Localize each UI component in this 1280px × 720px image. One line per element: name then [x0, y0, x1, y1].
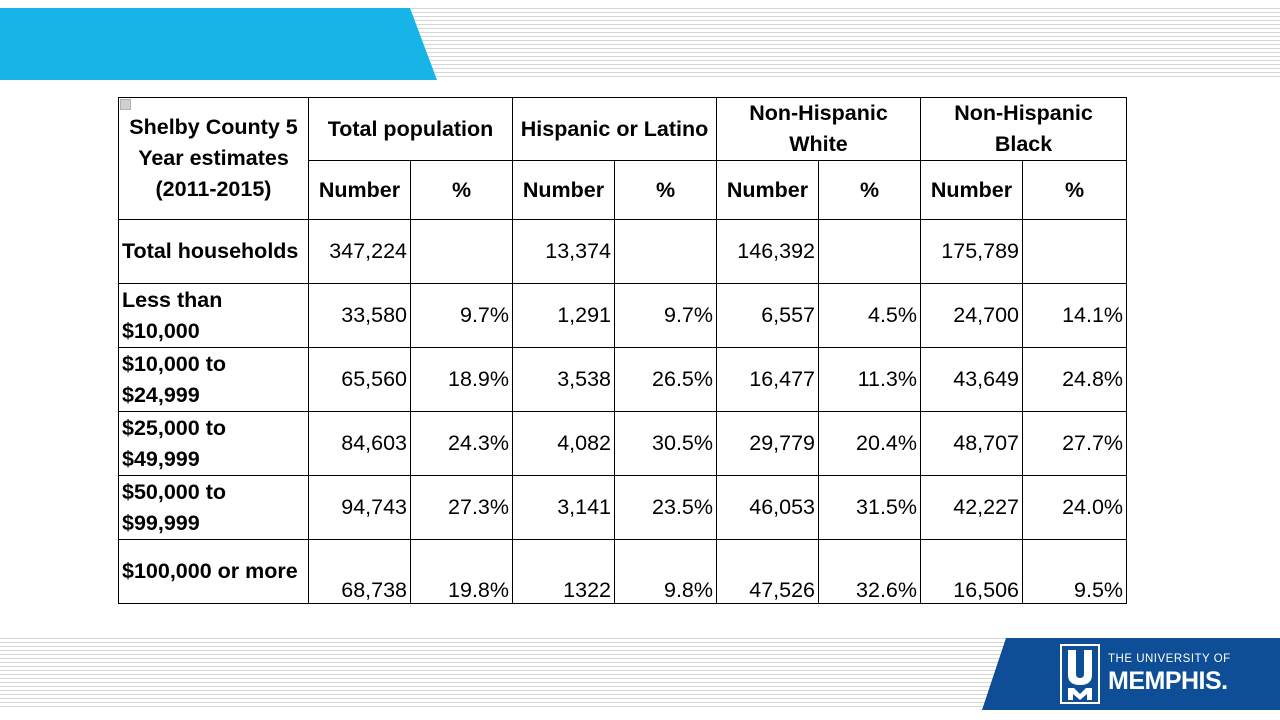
table-corner-label: Shelby County 5 Year estimates (2011-201… [118, 96, 309, 221]
table-row: $100,000 or more 68,738 19.8% 1322 9.8% … [118, 539, 1128, 605]
table-cell: 347,224 [308, 219, 411, 285]
table-cell: 30.5% [614, 411, 718, 477]
table-cell: 1322 [512, 539, 616, 605]
table-cell: 31.5% [818, 475, 922, 541]
table-cell: 16,477 [716, 347, 820, 413]
table-cell: 11.3% [818, 347, 922, 413]
row-label: $50,000 to $99,999 [118, 475, 309, 541]
table-row: $50,000 to $99,999 94,743 27.3% 3,141 23… [118, 475, 1128, 541]
group-header-hispanic: Hispanic or Latino [512, 96, 718, 162]
table-cell: 9.7% [614, 283, 718, 349]
table-cell [818, 219, 922, 285]
table-cell: 46,053 [716, 475, 820, 541]
table-cell: 175,789 [920, 219, 1024, 285]
table-cell: 3,141 [512, 475, 616, 541]
table-cell: 9.8% [614, 539, 718, 605]
table-cell: 68,738 [308, 539, 411, 605]
table-cell: 23.5% [614, 475, 718, 541]
table-row: $25,000 to $49,999 84,603 24.3% 4,082 30… [118, 411, 1128, 477]
row-label: Total households [118, 219, 309, 285]
row-label: Less than $10,000 [118, 283, 309, 349]
table-cell: 18.9% [409, 347, 514, 413]
table-row: Total households 347,224 13,374 146,392 … [118, 219, 1128, 285]
row-label: $100,000 or more [118, 539, 309, 605]
table-cell: 16,506 [920, 539, 1024, 605]
table-cell: 9.5% [1022, 539, 1128, 605]
table-cell: 4,082 [512, 411, 616, 477]
table-cell: 47,526 [716, 539, 820, 605]
row-label: $10,000 to $24,999 [118, 347, 309, 413]
income-distribution-table: Shelby County 5 Year estimates (2011-201… [118, 96, 1128, 605]
subheader-percent: % [1022, 160, 1128, 221]
subheader-percent: % [614, 160, 718, 221]
table-cell [614, 219, 718, 285]
table-cell: 32.6% [818, 539, 922, 605]
university-logo: THE UNIVERSITY OF MEMPHIS. [1060, 644, 1260, 704]
subheader-number: Number [512, 160, 616, 221]
table-cell: 24.0% [1022, 475, 1128, 541]
bottom-blue-banner [982, 638, 1280, 710]
table-cell: 43,649 [920, 347, 1024, 413]
table-cell: 33,580 [308, 283, 411, 349]
table-cell: 20.4% [818, 411, 922, 477]
table-cell: 14.1% [1022, 283, 1128, 349]
top-blue-banner [0, 8, 437, 80]
table-cell [409, 219, 514, 285]
memphis-um-logo-icon [1060, 644, 1100, 704]
table-cell: 27.7% [1022, 411, 1128, 477]
row-label: $25,000 to $49,999 [118, 411, 309, 477]
top-stripes-decoration [400, 8, 1280, 80]
table-cell: 9.7% [409, 283, 514, 349]
table-cell: 19.8% [409, 539, 514, 605]
group-header-black: Non-Hispanic Black [920, 96, 1128, 162]
table-cell: 48,707 [920, 411, 1024, 477]
table-cell: 24.8% [1022, 347, 1128, 413]
subheader-percent: % [409, 160, 514, 221]
table-cell: 6,557 [716, 283, 820, 349]
subheader-number: Number [716, 160, 820, 221]
table-cell: 27.3% [409, 475, 514, 541]
group-header-white: Non-Hispanic White [716, 96, 922, 162]
table-row: $10,000 to $24,999 65,560 18.9% 3,538 26… [118, 347, 1128, 413]
table-cell: 26.5% [614, 347, 718, 413]
table-row: Less than $10,000 33,580 9.7% 1,291 9.7%… [118, 283, 1128, 349]
table-cell: 146,392 [716, 219, 820, 285]
table-cell [1022, 219, 1128, 285]
group-header-row: Shelby County 5 Year estimates (2011-201… [118, 96, 1128, 221]
table-cell: 4.5% [818, 283, 922, 349]
table-cell: 84,603 [308, 411, 411, 477]
table-cell: 94,743 [308, 475, 411, 541]
table-cell: 65,560 [308, 347, 411, 413]
table-cell: 3,538 [512, 347, 616, 413]
table-cell: 42,227 [920, 475, 1024, 541]
table-cell: 1,291 [512, 283, 616, 349]
subheader-number: Number [920, 160, 1024, 221]
table-cell: 13,374 [512, 219, 616, 285]
table-handle-icon [120, 99, 131, 110]
table-cell: 24.3% [409, 411, 514, 477]
table-cell: 24,700 [920, 283, 1024, 349]
logo-line-1: THE UNIVERSITY OF [1108, 653, 1231, 666]
table-cell: 29,779 [716, 411, 820, 477]
subheader-number: Number [308, 160, 411, 221]
group-header-total: Total population [307, 96, 514, 162]
logo-wordmark: THE UNIVERSITY OF MEMPHIS. [1108, 654, 1231, 694]
logo-line-2: MEMPHIS. [1108, 666, 1228, 695]
sub-header-row: Number % Number % Number % Number % [119, 160, 1128, 221]
subheader-percent: % [818, 160, 922, 221]
